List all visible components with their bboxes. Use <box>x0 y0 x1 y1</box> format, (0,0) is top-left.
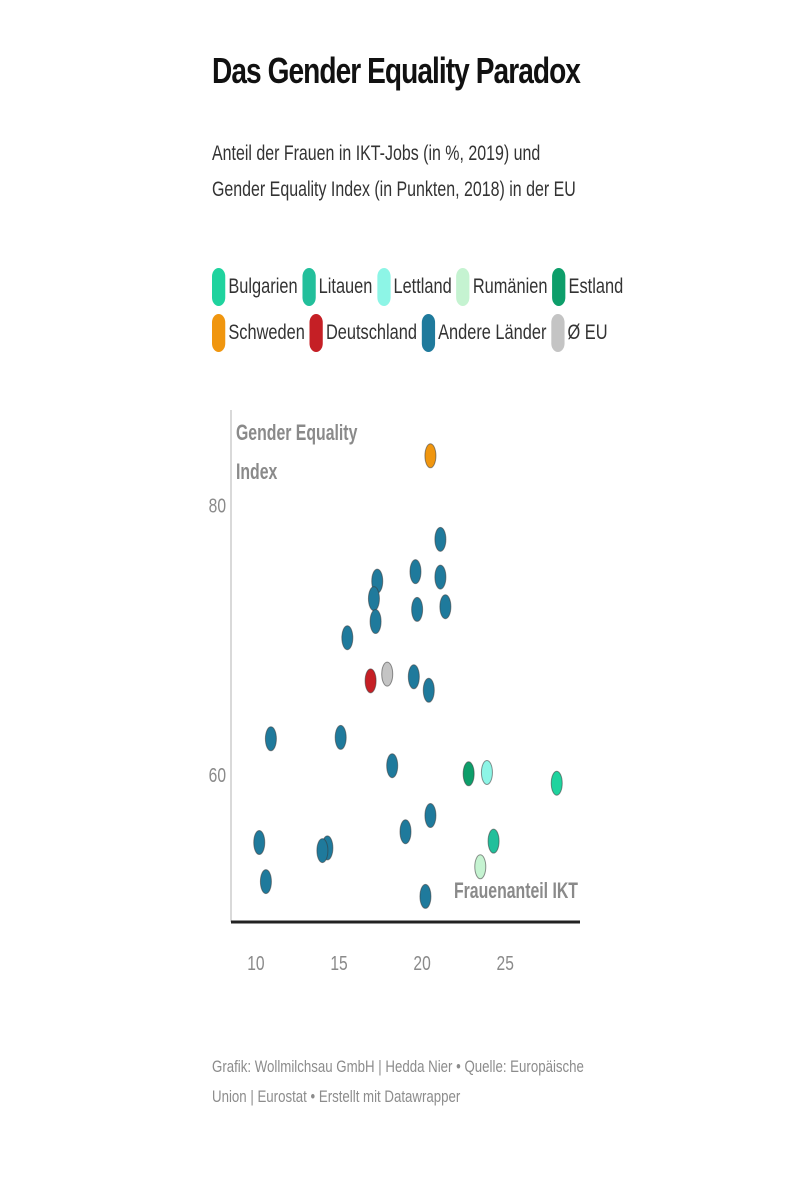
data-point[interactable] <box>434 526 447 552</box>
legend-swatch <box>456 268 470 306</box>
data-point[interactable] <box>341 625 354 651</box>
data-point[interactable] <box>369 609 382 635</box>
legend-row-2: Schweden Deutschland Andere Länder Ø EU <box>212 310 618 356</box>
x-tick-label: 25 <box>497 952 514 974</box>
legend-swatch <box>551 314 565 352</box>
legend-item: Lettland <box>377 268 452 306</box>
legend-label: Deutschland <box>325 321 418 344</box>
y-axis-label: Gender Equality <box>236 422 358 446</box>
legend-label: Lettland <box>393 275 452 298</box>
y-tick-label: 60 <box>209 764 226 786</box>
data-point[interactable] <box>411 596 424 622</box>
legend-label: Litauen <box>318 275 373 298</box>
data-point[interactable] <box>409 559 422 585</box>
data-point[interactable] <box>264 726 277 752</box>
data-point[interactable] <box>462 761 475 787</box>
legend-label: Estland <box>568 275 624 298</box>
legend-row-1: Bulgarien Litauen Lettland Rumänien Estland <box>212 264 623 310</box>
data-point[interactable] <box>480 759 493 785</box>
data-point[interactable] <box>253 830 266 856</box>
data-point[interactable] <box>439 594 452 620</box>
x-tick-label: 15 <box>330 952 347 974</box>
legend-label: Andere Länder <box>438 321 547 344</box>
legend-label: Ø EU <box>567 321 608 344</box>
data-point[interactable] <box>386 753 399 779</box>
data-point[interactable] <box>550 770 563 796</box>
footer-credit: Grafik: Wollmilchsau GmbH | Hedda Nier •… <box>212 1057 584 1106</box>
x-axis-label: Frauenanteil IKT <box>454 880 578 904</box>
data-point[interactable] <box>419 883 432 909</box>
legend-item: Andere Länder <box>421 314 547 352</box>
chart-subtitle: Anteil der Frauen in IKT-Jobs (in %, 201… <box>212 142 576 201</box>
legend-swatch <box>212 314 226 352</box>
legend-item: Litauen <box>302 268 372 306</box>
legend-item: Rumänien <box>456 268 547 306</box>
data-point[interactable] <box>434 564 447 590</box>
data-point[interactable] <box>474 854 487 880</box>
data-points <box>253 443 563 909</box>
legend-label: Schweden <box>228 321 305 344</box>
data-point[interactable] <box>399 819 412 845</box>
legend-swatch <box>309 314 323 352</box>
data-point[interactable] <box>364 668 377 694</box>
legend-item: Bulgarien <box>212 268 298 306</box>
data-point[interactable] <box>334 724 347 750</box>
y-axis-label-line-2: Index <box>236 461 278 485</box>
data-point[interactable] <box>424 443 437 469</box>
legend-item: Ø EU <box>551 314 608 352</box>
data-point[interactable] <box>381 661 394 687</box>
legend-label: Bulgarien <box>228 275 298 298</box>
legend-swatch <box>552 268 566 306</box>
data-point[interactable] <box>424 803 437 829</box>
data-point[interactable] <box>487 828 500 854</box>
data-point[interactable] <box>407 664 420 690</box>
y-tick-labels: 60 80 <box>209 494 226 786</box>
legend-item: Schweden <box>212 314 305 352</box>
legend-swatch <box>421 314 435 352</box>
header: Das Gender Equality Paradox Anteil der F… <box>212 40 623 352</box>
legend: Bulgarien Litauen Lettland Rumänien Estland … <box>212 264 623 356</box>
legend-swatch <box>212 268 226 306</box>
data-point[interactable] <box>367 586 380 612</box>
legend-swatch <box>302 268 316 306</box>
legend-item: Deutschland <box>309 314 418 352</box>
legend-item: Estland <box>552 268 623 306</box>
data-point[interactable] <box>422 677 435 703</box>
data-point[interactable] <box>316 838 329 864</box>
y-tick-label: 80 <box>209 494 226 516</box>
scatter-chart: 60 80 10 15 20 25 Gender Equality Index Frau… <box>209 410 580 974</box>
x-tick-label: 10 <box>247 952 264 974</box>
x-tick-label: 20 <box>413 952 430 974</box>
legend-label: Rumänien <box>472 275 548 298</box>
legend-swatch <box>377 268 391 306</box>
data-point[interactable] <box>259 869 272 895</box>
x-tick-labels: 10 15 20 25 <box>247 952 514 974</box>
